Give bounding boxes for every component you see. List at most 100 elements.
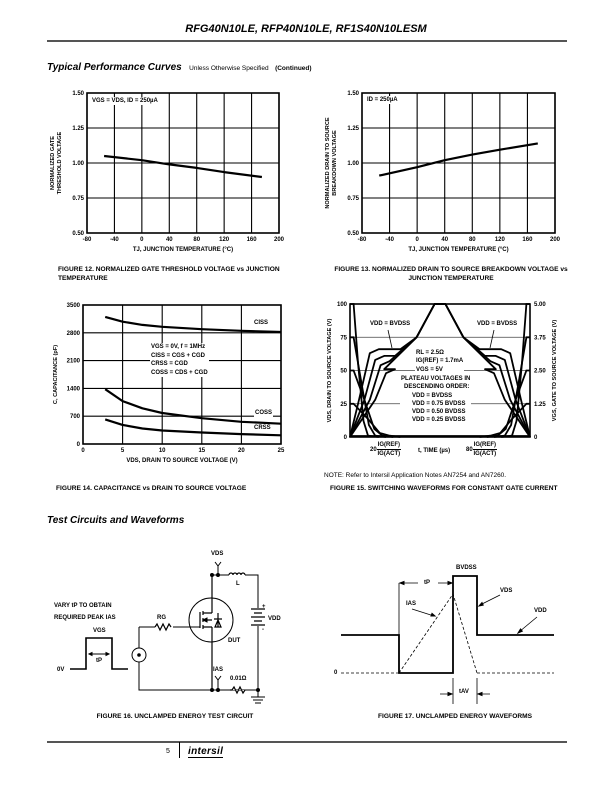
ias-probe — [214, 675, 222, 690]
y-tick-label: 1400 — [67, 386, 81, 392]
chart-figure-13: -80 -40 0 40 80 120 160 200 0.50 0.75 1.00 1.25 1.50… — [325, 91, 561, 253]
fig15-condition-line: IG(REF) = 1.7mA — [415, 357, 465, 366]
vds-waveform — [341, 575, 554, 674]
fig16-dut-label: DUT — [228, 638, 241, 644]
fig15-conditions: RL = 2.5Ω IG(REF) = 1.7mA VGS = 5V — [415, 349, 465, 374]
x-tick-label: 0 — [81, 448, 85, 454]
xtick-num: IG(REF) — [376, 442, 402, 450]
fig14-annotation-line: CRSS = CGD — [150, 360, 209, 369]
figure16-caption: FIGURE 16. UNCLAMPED ENERGY TEST CIRCUIT — [96, 713, 254, 720]
section-continued: (Continued) — [275, 65, 312, 72]
fig17-tav-label: tAV — [459, 689, 469, 695]
y-tick-label: 700 — [70, 414, 81, 420]
y-tick-label: 75 — [340, 335, 347, 341]
y2-tick-label: 2.50 — [534, 369, 546, 375]
figure12-caption: FIGURE 12. NORMALIZED GATE THRESHOLD VOL… — [58, 266, 280, 282]
figure14-caption: FIGURE 14. CAPACITANCE vs DRAIN TO SOURC… — [56, 485, 247, 492]
section2-title: Test Circuits and Waveforms — [47, 515, 185, 526]
fig15-vdd-label-left: VDD = BVDSS — [369, 320, 412, 328]
section-subtitle: Unless Otherwise Specified — [189, 65, 269, 72]
y-tick-label: 3500 — [67, 303, 81, 309]
section-title: Typical Performance Curves — [47, 62, 182, 73]
fig17-tp-label: tP — [424, 580, 430, 586]
y-axis-label: BREAKDOWN VOLTAGE — [332, 130, 338, 196]
fig13-annotation: ID = 250µA — [366, 96, 399, 104]
y-axis-label: VDS, DRAIN TO SOURCE VOLTAGE (V) — [327, 318, 333, 422]
y-axis-label: C, CAPACITANCE (pF) — [53, 345, 59, 404]
y-tick-label: 0.50 — [72, 231, 84, 237]
y-axis-label: THRESHOLD VOLTAGE — [57, 131, 63, 194]
fig16-0v-label: 0V — [57, 667, 65, 673]
x-tick-label: -80 — [83, 237, 92, 243]
y-axis-label: NORMALIZED GATE — [50, 136, 56, 190]
y-tick-label: 0.50 — [347, 231, 359, 237]
x-tick-label: 200 — [550, 237, 561, 243]
x-tick-label: 80 — [469, 237, 476, 243]
figure17-caption: FIGURE 17. UNCLAMPED ENERGY WAVEFORMS — [378, 713, 532, 720]
x-tick-label: 10 — [159, 448, 166, 454]
x-tick-label: 25 — [278, 448, 285, 454]
fig16-rg-label: RG — [157, 615, 166, 621]
y-tick-label: 2100 — [67, 359, 81, 365]
crss-label: CRSS — [254, 425, 271, 431]
x-tick-label: -40 — [110, 237, 119, 243]
y-tick-label: 0 — [77, 442, 81, 448]
fig14-annotation-line: COSS = CDS + CGD — [150, 368, 209, 378]
fig15-xlabel: t, TIME (µs) — [418, 448, 451, 454]
y-tick-label: 0.75 — [347, 196, 359, 202]
y-tick-label: 1.50 — [347, 91, 359, 97]
x-tick-label: 0 — [140, 237, 144, 243]
ias-ramp — [398, 593, 478, 674]
chart-figure-15: 0 0 25 1.25 50 2.50 75 3.75 100 5.00 VDS, DRAIN TO… — [327, 302, 558, 441]
page-number: 5 — [166, 748, 170, 755]
figure16-circuit — [70, 561, 265, 704]
x-tick-label: 160 — [247, 237, 258, 243]
plot-frame — [361, 92, 556, 234]
y-axis-label: NORMALIZED DRAIN TO SOURCE — [325, 117, 331, 209]
x-tick-label: 40 — [166, 237, 173, 243]
xtick-value: 80 — [466, 447, 473, 454]
figure15-caption: FIGURE 15. SWITCHING WAVEFORMS FOR CONST… — [330, 485, 558, 492]
y2-tick-label: 5.00 — [534, 302, 546, 308]
x-tick-label: 20 — [238, 448, 245, 454]
drain-wire — [212, 574, 259, 690]
figure17-waveforms — [341, 575, 554, 704]
y-tick-label: 0.75 — [72, 196, 84, 202]
fig15-xtick-80: 80 IG(REF) IG(ACT) — [466, 441, 498, 458]
fig15-condition-line: VGS = 5V — [415, 365, 465, 374]
x-tick-label: 0 — [415, 237, 419, 243]
y2-tick-label: 1.25 — [534, 402, 546, 408]
figure15-note: NOTE: Refer to Intersil Application Note… — [324, 472, 507, 479]
fig15-legend-item: VDD = BVDSS — [400, 391, 472, 400]
annotation-arrow — [387, 329, 393, 349]
footer-separator — [179, 742, 180, 758]
y-tick-label: 100 — [337, 302, 348, 308]
coss-label: COSS — [254, 409, 274, 417]
fig17-bvdss-label: BVDSS — [456, 565, 477, 571]
fig16-rsense-label: 0.01Ω — [230, 676, 247, 682]
fig16-vary-line: REQUIRED PEAK IAS — [54, 615, 116, 621]
series-line-crss — [104, 418, 282, 437]
x-axis-label: TJ, JUNCTION TEMPERATURE (°C) — [408, 247, 508, 253]
y2-tick-label: 0 — [534, 435, 538, 441]
y2-tick-label: 3.75 — [534, 335, 546, 341]
chart-figure-14: 0 5 10 15 20 25 0 700 1400 2100 2800 3500 VDS, DRAIN… — [53, 303, 285, 464]
fig16-vds-label: VDS — [211, 551, 224, 557]
y-tick-label: 25 — [340, 402, 347, 408]
section-heading: Typical Performance Curves Unless Otherw… — [47, 57, 312, 75]
ground-symbol — [251, 690, 265, 704]
footer-divider — [47, 741, 567, 743]
figure13-caption: FIGURE 13. NORMALIZED DRAIN TO SOURCE BR… — [334, 266, 568, 282]
sense-resistor — [230, 685, 246, 695]
x-tick-label: 40 — [441, 237, 448, 243]
fig15-legend-item: VDD = 0.75 BVDSS — [400, 399, 472, 409]
fig15-legend-item: VDD = 0.50 BVDSS — [400, 408, 472, 417]
fig17-ias-label: IAS — [406, 601, 417, 607]
x-tick-label: -80 — [358, 237, 367, 243]
gate-pulse-waveform — [70, 637, 128, 670]
plot-frame — [82, 304, 282, 445]
charts-layer: -80 -40 0 40 80 120 160 2000.500.751.001.251.50… — [50, 91, 561, 464]
plot-frame — [86, 92, 280, 234]
xtick-value: 20 — [370, 447, 377, 454]
y2-axis-label: VGS, GATE TO SOURCE VOLTAGE (V) — [552, 320, 558, 422]
